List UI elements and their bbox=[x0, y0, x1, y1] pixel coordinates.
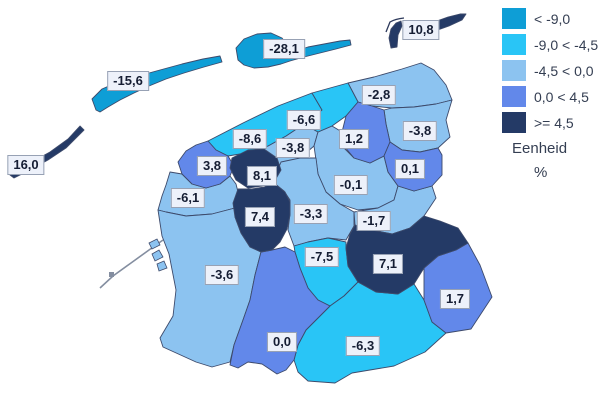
region-i3[interactable] bbox=[235, 32, 352, 69]
region-i4[interactable] bbox=[388, 20, 403, 49]
region-i4[interactable] bbox=[408, 13, 467, 40]
legend-swatch bbox=[502, 112, 526, 133]
legend: < -9,0 -9,0 < -4,5 -4,5 < 0,0 0,0 < 4,5 … bbox=[502, 8, 602, 181]
legend-label: -4,5 < 0,0 bbox=[534, 62, 594, 79]
islet bbox=[156, 260, 168, 272]
islet bbox=[148, 238, 161, 250]
region-r00[interactable] bbox=[229, 246, 331, 375]
sandbank-line bbox=[385, 17, 405, 33]
legend-unit-label: Eenheid bbox=[512, 140, 568, 157]
legend-label: -9,0 < -4,5 bbox=[534, 36, 599, 53]
legend-swatch bbox=[502, 8, 526, 29]
legend-unit-value: % bbox=[534, 164, 548, 181]
legend-label: < -9,0 bbox=[534, 10, 571, 27]
legend-item: -4,5 < 0,0 bbox=[502, 60, 602, 81]
legend-swatch bbox=[502, 86, 526, 107]
legend-item: -9,0 < -4,5 bbox=[502, 34, 602, 55]
region-i1[interactable] bbox=[9, 125, 85, 179]
afsluitdijk-marker bbox=[109, 272, 114, 277]
region-i2[interactable] bbox=[91, 55, 223, 113]
legend-item: 0,0 < 4,5 bbox=[502, 86, 602, 107]
region-rm28[interactable] bbox=[347, 62, 453, 109]
legend-label: >= 4,5 bbox=[534, 114, 574, 131]
legend-swatch bbox=[502, 60, 526, 81]
legend-swatch bbox=[502, 34, 526, 55]
region-r71[interactable] bbox=[345, 215, 469, 295]
legend-label: 0,0 < 4,5 bbox=[534, 88, 589, 105]
legend-item: >= 4,5 bbox=[502, 112, 602, 133]
legend-item: < -9,0 bbox=[502, 8, 602, 29]
region-rm38a[interactable] bbox=[383, 99, 453, 153]
islet bbox=[151, 249, 164, 262]
